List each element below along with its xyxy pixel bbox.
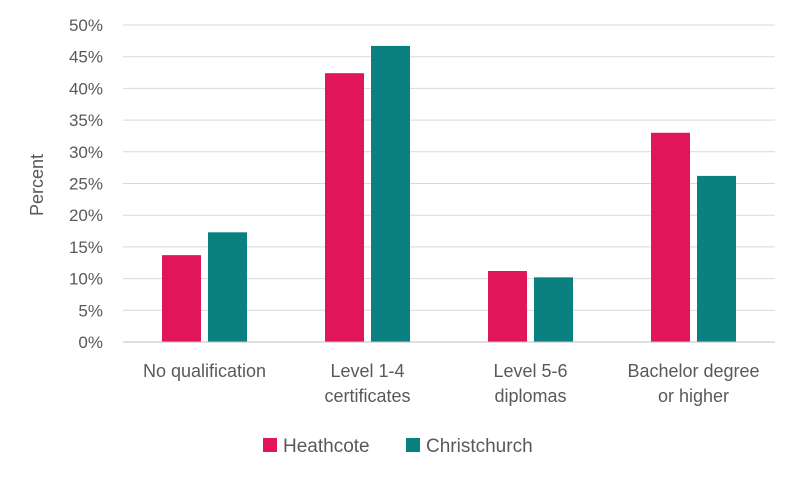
category-label: Bachelor degree or higher (627, 361, 759, 406)
y-tick-label: 45% (69, 48, 103, 67)
y-tick-label: 15% (69, 238, 103, 257)
bar-heathcote (488, 270, 527, 342)
category-labels: No qualification Level 1-4 certificates Lev… (143, 361, 760, 406)
bar-heathcote (162, 255, 201, 342)
category-label: No qualification (143, 361, 266, 381)
category-label: Level 5-6 diplomas (493, 361, 567, 406)
legend-label-heathcote: Heathcote (283, 436, 370, 457)
y-tick-label: 10% (69, 270, 103, 289)
y-tick-label: 35% (69, 111, 103, 130)
y-axis-label: Percent (27, 154, 47, 216)
y-tick-label: 25% (69, 175, 103, 194)
y-axis-ticks: 0% 5% 10% 15% 20% 25% 30% 35% 40% 45% 50% (69, 16, 103, 352)
y-tick-label: 0% (78, 333, 103, 352)
legend-swatch-christchurch (406, 438, 420, 452)
bar-christchurch (534, 277, 573, 342)
bar-heathcote (325, 73, 364, 343)
legend-label-christchurch: Christchurch (426, 436, 533, 457)
bar-christchurch (371, 45, 410, 343)
legend: Heathcote Christchurch (263, 436, 533, 457)
y-tick-label: 30% (69, 143, 103, 162)
y-tick-label: 50% (69, 16, 103, 35)
bars (162, 45, 736, 343)
category-label: Level 1-4 certificates (324, 361, 410, 406)
bar-heathcote (651, 132, 690, 342)
y-tick-label: 5% (78, 301, 103, 320)
bar-christchurch (697, 175, 736, 342)
y-tick-label: 20% (69, 206, 103, 225)
bar-christchurch (208, 232, 247, 342)
legend-swatch-heathcote (263, 438, 277, 452)
y-tick-label: 40% (69, 79, 103, 98)
